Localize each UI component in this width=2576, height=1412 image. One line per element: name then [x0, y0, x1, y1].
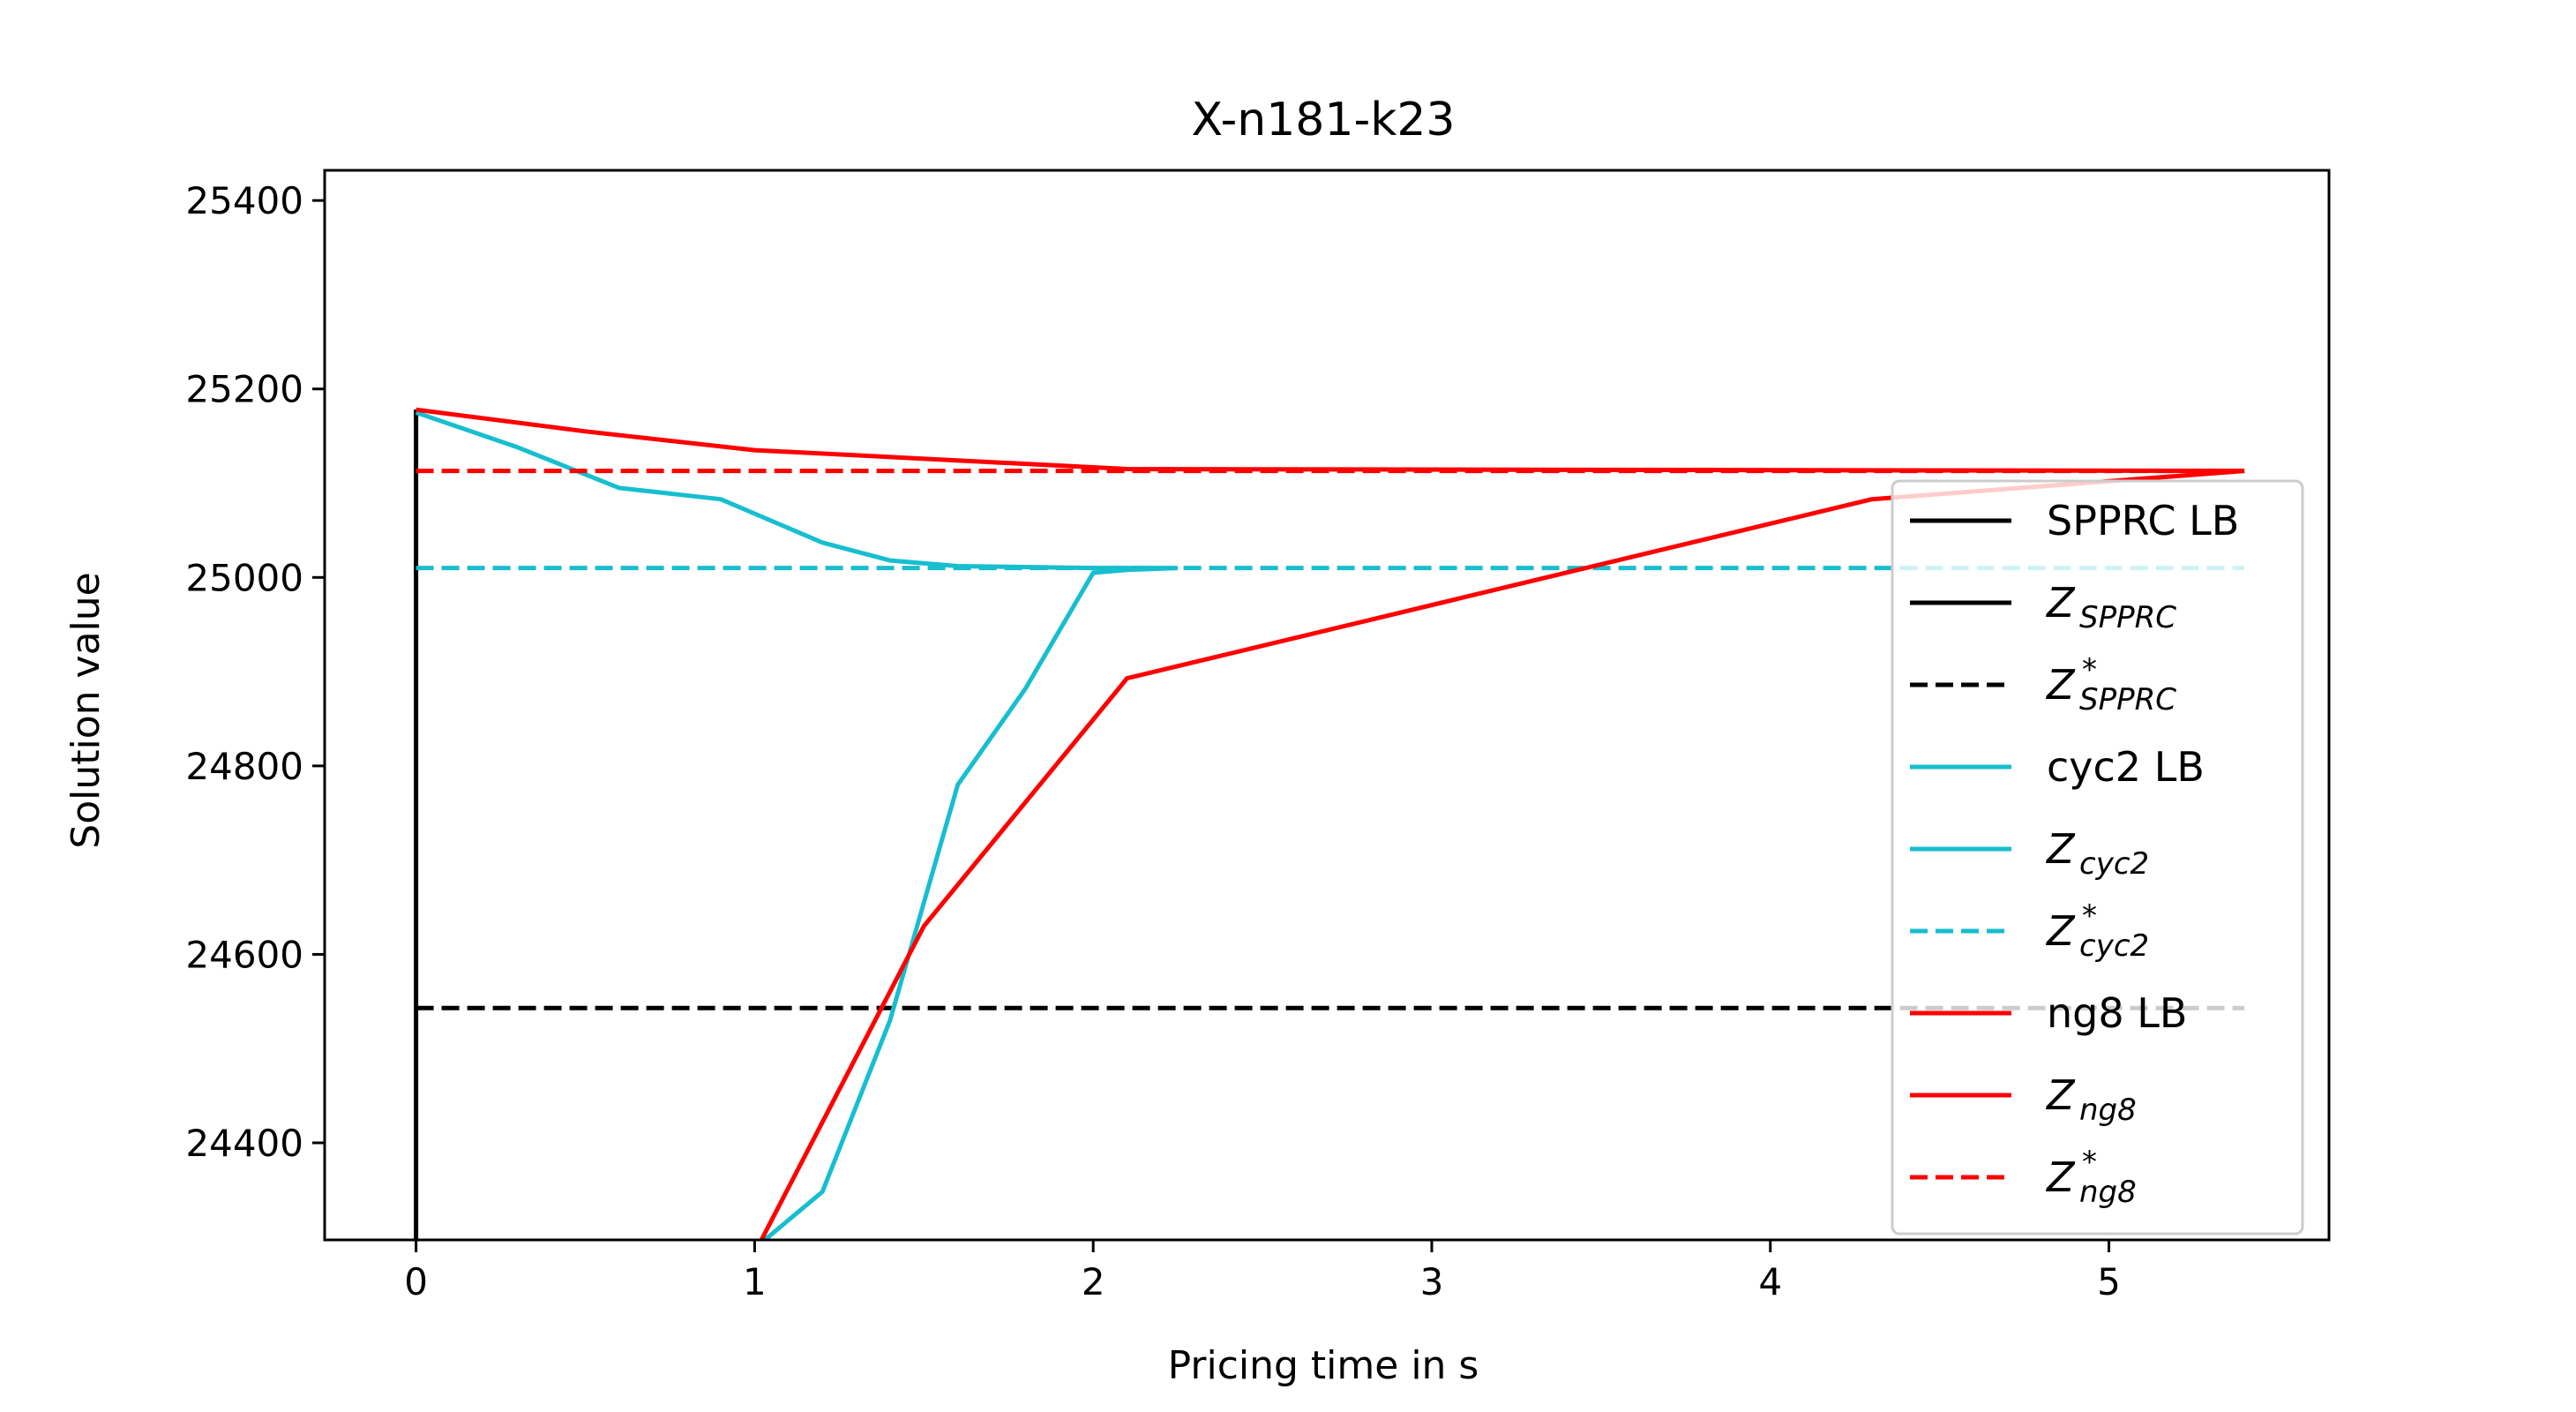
axes-frame	[323, 169, 2331, 1242]
legend-item: Z SPPRC	[1910, 579, 2176, 635]
legend-label: Z * SPPRC	[2045, 652, 2176, 717]
legend-item: ng8 LB	[1910, 989, 2187, 1037]
y-tick-label: 24400	[185, 1122, 303, 1165]
y-tick-label: 25000	[185, 556, 303, 599]
legend-item: SPPRC LB	[1910, 497, 2239, 545]
series-line-cyc2-lb	[763, 566, 1179, 1240]
chart-title: X-n181-k23	[1191, 94, 1455, 146]
y-tick-label: 24600	[185, 933, 303, 976]
y-axis-label: Solution value	[64, 572, 109, 848]
x-tick-label: 1	[743, 1260, 767, 1303]
legend-item: Z * SPPRC	[1910, 652, 2176, 717]
x-tick-label: 4	[1758, 1260, 1782, 1303]
y-tick-label: 25400	[185, 179, 303, 222]
legend-label: Z * cyc2	[2045, 898, 2149, 964]
axes: 0 1 2 3 4 5 24400 24600 24800 25000 25200 25400	[185, 169, 2331, 1303]
legend-item: cyc2 LB	[1910, 743, 2205, 791]
legend: SPPRC LB Z SPPRC Z * SPPRC cyc2 LB Z cyc2 Z * cyc2 n…	[1891, 479, 2304, 1236]
legend-item: Z * ng8	[1910, 1145, 2137, 1210]
legend-label: cyc2 LB	[2047, 743, 2205, 791]
legend-label: Z SPPRC	[2045, 579, 2176, 635]
legend-label: Z * ng8	[2045, 1145, 2137, 1210]
x-tick-label: 2	[1082, 1260, 1105, 1303]
legend-label: ng8 LB	[2047, 989, 2187, 1037]
y-tick-label: 24800	[185, 745, 303, 788]
x-axis-label: Pricing time in s	[1168, 1343, 1479, 1388]
x-tick-label: 3	[1420, 1260, 1444, 1303]
x-tick-label: 5	[2097, 1260, 2121, 1303]
legend-item: Z * cyc2	[1910, 898, 2149, 964]
series-line-z-cyc2	[415, 410, 1161, 571]
y-tick-label: 25200	[185, 368, 303, 411]
legend-label: SPPRC LB	[2047, 497, 2239, 545]
legend-box	[1891, 479, 2304, 1236]
x-tick-label: 0	[404, 1260, 428, 1303]
